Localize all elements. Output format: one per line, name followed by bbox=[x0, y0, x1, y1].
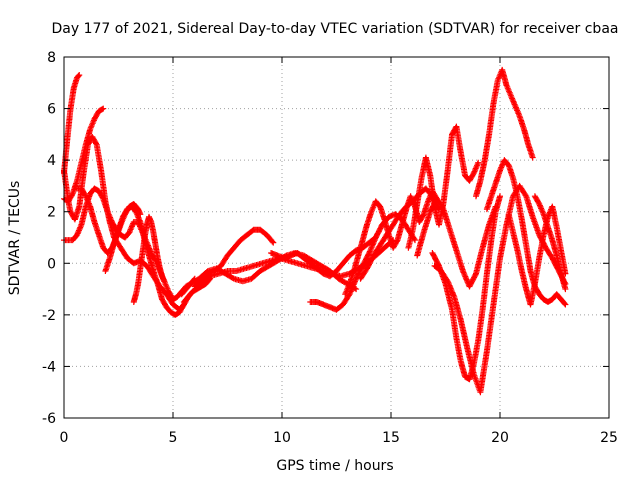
data-point-markers bbox=[268, 234, 379, 280]
y-tick-label: 0 bbox=[47, 256, 56, 272]
marks-layer bbox=[61, 66, 569, 396]
x-tick-label: 0 bbox=[60, 430, 69, 446]
series-arc19 bbox=[473, 66, 536, 200]
y-tick-label: -2 bbox=[42, 308, 56, 324]
series-arc7 bbox=[130, 213, 168, 305]
x-tick-label: 5 bbox=[169, 430, 178, 446]
x-tick-label: 20 bbox=[491, 430, 509, 446]
series-arc11 bbox=[268, 234, 379, 280]
data-point-markers bbox=[130, 213, 168, 305]
data-point-markers bbox=[405, 123, 482, 251]
data-point-markers bbox=[191, 226, 277, 290]
x-tick-labels: 0 5 10 15 20 25 bbox=[60, 430, 618, 446]
y-tick-labels: -6 -4 -2 0 2 4 6 8 bbox=[42, 50, 56, 427]
series-arc15 bbox=[405, 123, 482, 251]
y-tick-label: 8 bbox=[47, 50, 56, 66]
x-tick-label: 15 bbox=[382, 430, 400, 446]
y-tick-label: -6 bbox=[42, 411, 56, 427]
x-tick-label: 25 bbox=[600, 430, 618, 446]
y-tick-label: 2 bbox=[47, 205, 56, 221]
series-arc10 bbox=[191, 226, 277, 290]
grid-layer bbox=[64, 57, 609, 418]
chart-title: Day 177 of 2021, Sidereal Day-to-day VTE… bbox=[52, 21, 619, 37]
data-point-markers bbox=[414, 195, 499, 290]
series-arc13 bbox=[342, 188, 440, 298]
data-point-markers bbox=[531, 193, 569, 293]
x-tick-label: 10 bbox=[273, 430, 291, 446]
x-axis-label: GPS time / hours bbox=[276, 458, 393, 474]
y-tick-label: 4 bbox=[47, 153, 56, 169]
ticks-layer bbox=[63, 56, 610, 419]
series-arc22 bbox=[531, 193, 569, 293]
plot-frame bbox=[63, 56, 610, 419]
y-tick-label: -4 bbox=[42, 359, 56, 375]
data-point-markers bbox=[342, 188, 440, 298]
data-point-markers bbox=[473, 66, 536, 200]
y-axis-label: SDTVAR / TECUs bbox=[7, 181, 23, 296]
y-tick-label: 6 bbox=[47, 102, 56, 118]
series-arc16 bbox=[414, 195, 499, 290]
